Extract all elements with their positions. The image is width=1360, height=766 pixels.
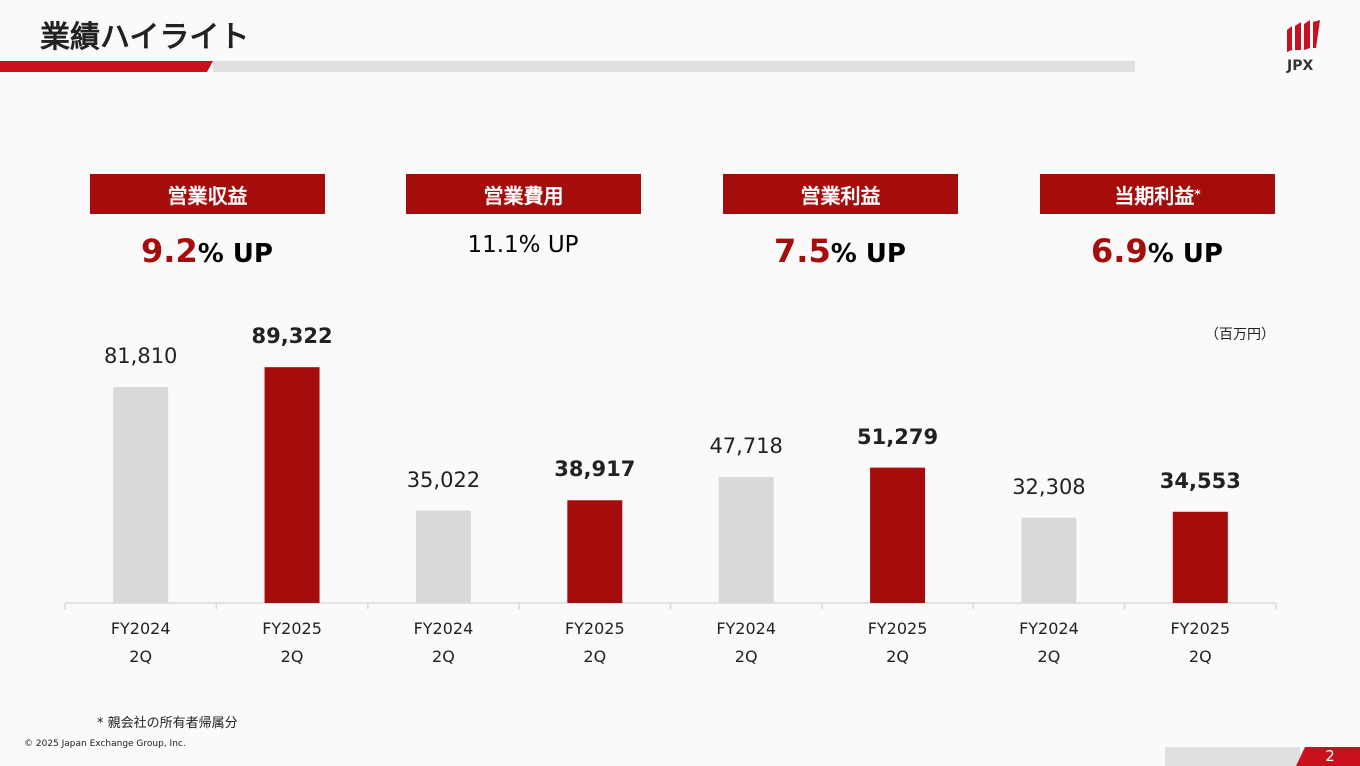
change-value: 6.9 [1091, 232, 1148, 270]
highlight-label-box: 当期利益 * [1040, 174, 1275, 214]
highlight-change: 9.2% UP [57, 232, 357, 270]
value-label: 51,279 [857, 424, 939, 449]
change-value: 7.5 [774, 232, 831, 270]
change-suffix: % UP [197, 239, 273, 269]
value-label: 35,022 [406, 467, 481, 492]
x-tick-label: FY2025 2Q [564, 619, 625, 666]
value-label: 81,810 [103, 344, 178, 369]
footer-bar-gray [1165, 747, 1300, 766]
change-suffix: % UP [830, 239, 906, 269]
page-number: 2 [1325, 747, 1335, 765]
value-label: 38,917 [554, 457, 636, 482]
highlight-change: 6.9% UP [1007, 232, 1307, 270]
x-tick-label: FY2025 2Q [262, 619, 322, 666]
value-label: 89,322 [251, 324, 333, 349]
change-suffix: % UP [1147, 239, 1223, 269]
highlight-label-box: 営業費用 [406, 174, 641, 214]
slide-title: 業績ハイライト [40, 20, 250, 55]
highlight-label: 営業利益 [800, 183, 881, 208]
value-label: 32,308 [1012, 474, 1086, 499]
bar [415, 510, 471, 603]
value-label: 34,553 [1159, 468, 1241, 493]
x-tick-label: FY2024 2Q [1019, 619, 1079, 666]
bar [264, 367, 320, 603]
value-label: 47,718 [709, 434, 783, 459]
bar [113, 387, 169, 603]
bar [1021, 517, 1077, 603]
highlight-change: 11.1% UP [373, 232, 673, 258]
bar [1172, 511, 1228, 603]
change-value: 9.2 [141, 232, 198, 270]
highlight-change: 7.5% UP [690, 232, 990, 270]
logo-text: JPX [1287, 58, 1314, 74]
copyright: © 2025 Japan Exchange Group, Inc. [24, 739, 186, 749]
bar [870, 467, 926, 603]
header-bar-red [0, 61, 213, 72]
footer-bar-red [1296, 747, 1360, 766]
bar [718, 477, 774, 603]
note-mark: * [1194, 187, 1201, 201]
highlight-label: 営業費用 [483, 183, 564, 208]
footnote: * 親会社の所有者帰属分 [97, 716, 238, 731]
change-value: 11.1 [467, 232, 519, 258]
x-tick-label: FY2024 2Q [716, 619, 777, 666]
highlight-label-box: 営業利益 [723, 174, 958, 214]
x-tick-label: FY2024 2Q [110, 619, 171, 666]
x-tick-label: FY2025 2Q [867, 619, 928, 666]
bar [567, 500, 623, 603]
highlight-label-box: 営業収益 [90, 174, 325, 214]
unit-label: （百万円） [1205, 327, 1275, 343]
change-suffix: % UP [518, 232, 579, 258]
logo-mark [1287, 20, 1320, 52]
highlight-label: 営業収益 [167, 183, 248, 208]
x-tick-label: FY2025 2Q [1170, 619, 1231, 666]
header-bar-gray [213, 61, 1135, 72]
highlight-label: 当期利益 [1114, 183, 1195, 208]
x-tick-label: FY2024 2Q [413, 619, 474, 666]
